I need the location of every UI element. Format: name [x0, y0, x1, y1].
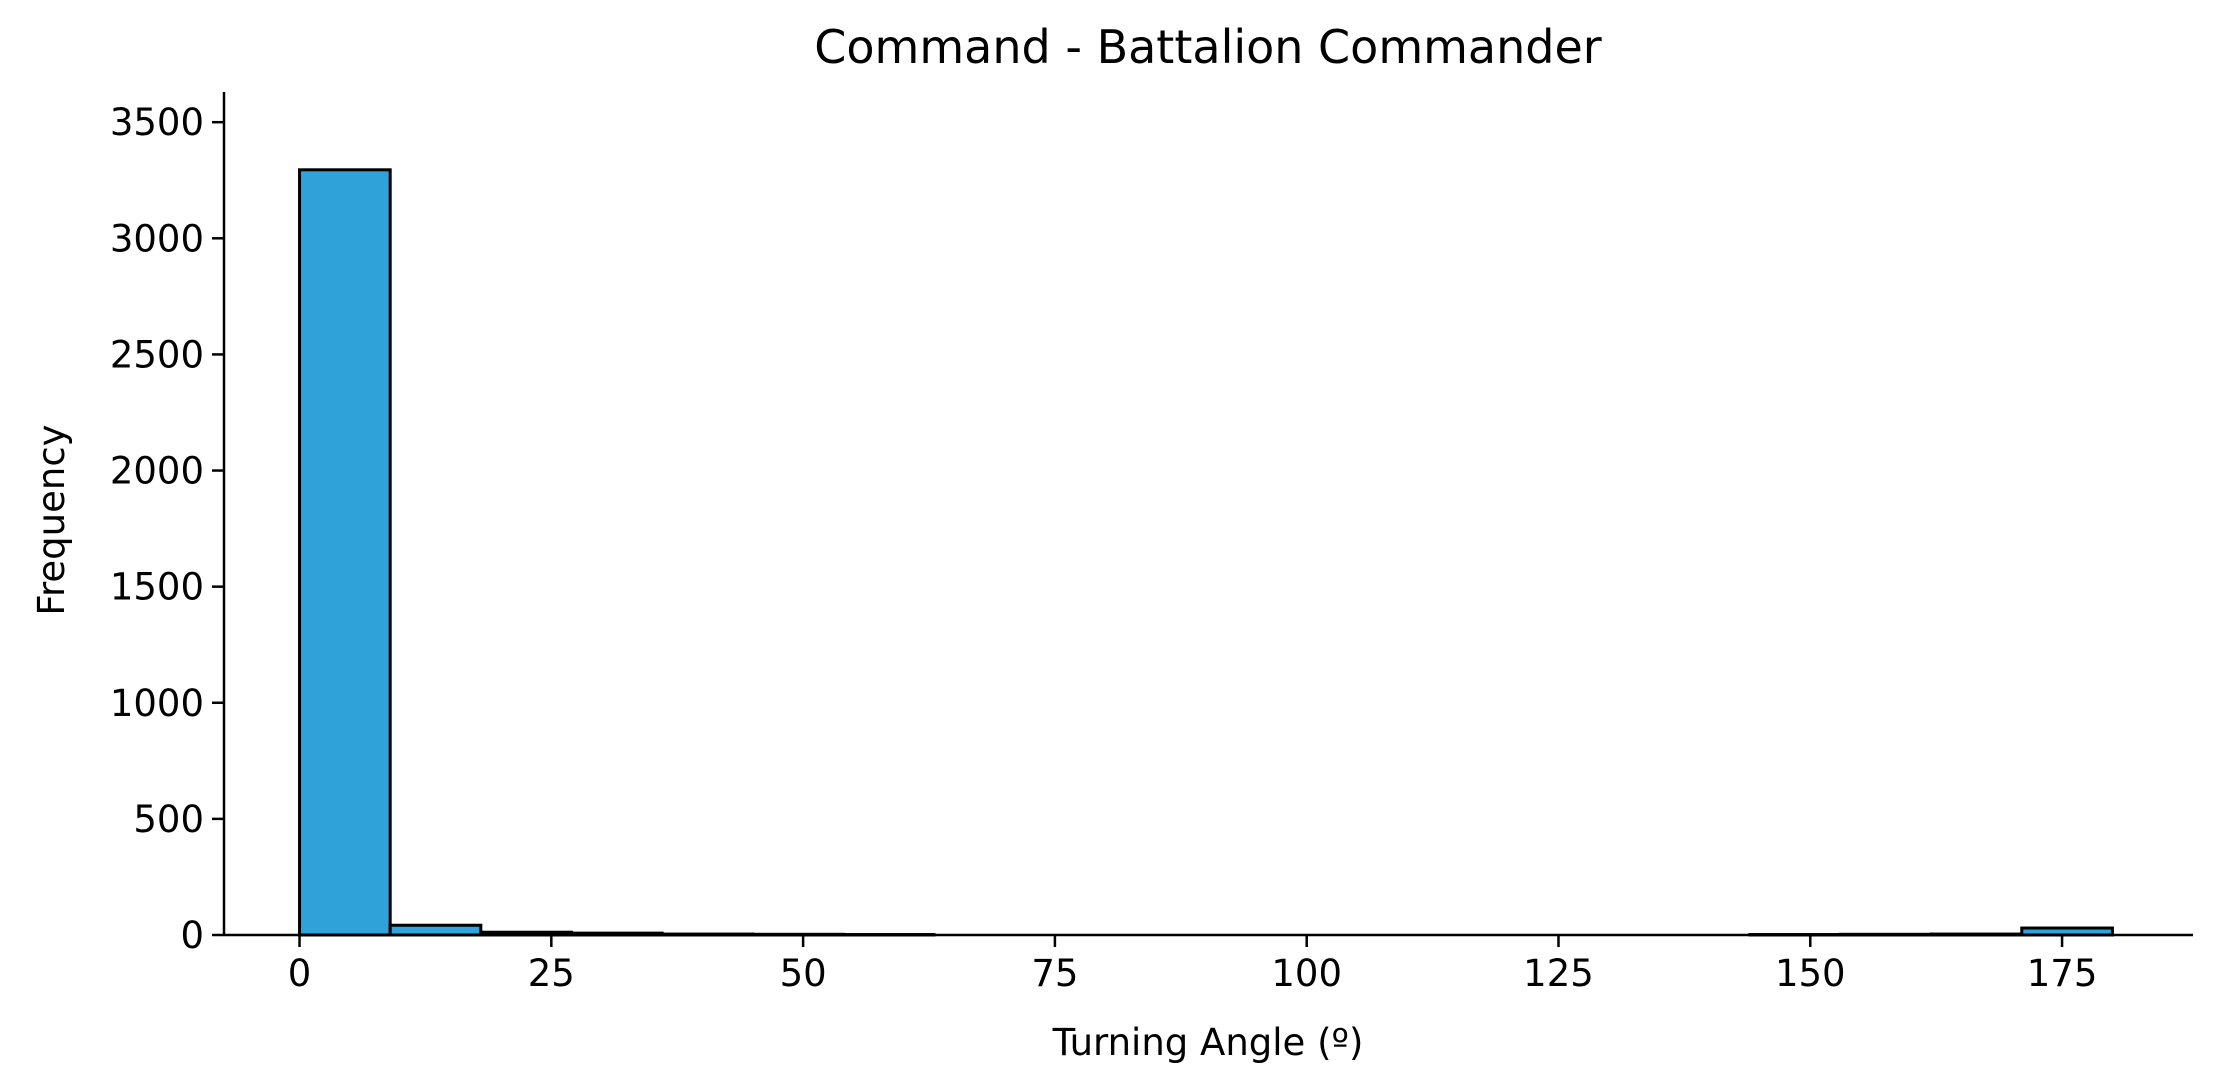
y-tick-label: 3000	[110, 217, 204, 260]
histogram-bar	[298, 168, 392, 937]
y-axis-label: Frequency	[30, 424, 73, 615]
x-tick-label: 125	[1523, 952, 1594, 995]
y-tick-label: 2000	[110, 450, 204, 493]
x-tick-label: 0	[288, 952, 312, 995]
y-tick-label: 1500	[110, 566, 204, 609]
y-tick-label: 500	[133, 798, 204, 841]
x-tick-label: 150	[1775, 952, 1846, 995]
x-tick-label: 175	[2027, 952, 2098, 995]
histogram-bar	[388, 923, 483, 937]
x-tick-label: 50	[780, 952, 827, 995]
x-tick-label: 100	[1271, 952, 1342, 995]
y-tick-label: 0	[180, 914, 204, 957]
x-axis-label: Turning Angle (º)	[1052, 1021, 1364, 1064]
y-tick-label: 1000	[110, 682, 204, 725]
x-ticks: 0 25 50 75 100 125 150 175	[288, 935, 2098, 995]
x-tick-label: 75	[1031, 952, 1078, 995]
y-tick-label: 2500	[110, 333, 204, 376]
y-ticks: 0 500 1000 1500 2000 2500 3000 3500	[110, 101, 224, 957]
bars-group	[298, 168, 2114, 937]
x-tick-label: 25	[528, 952, 575, 995]
y-tick-label: 3500	[110, 101, 204, 144]
chart-title: Command - Battalion Commander	[814, 20, 1601, 74]
